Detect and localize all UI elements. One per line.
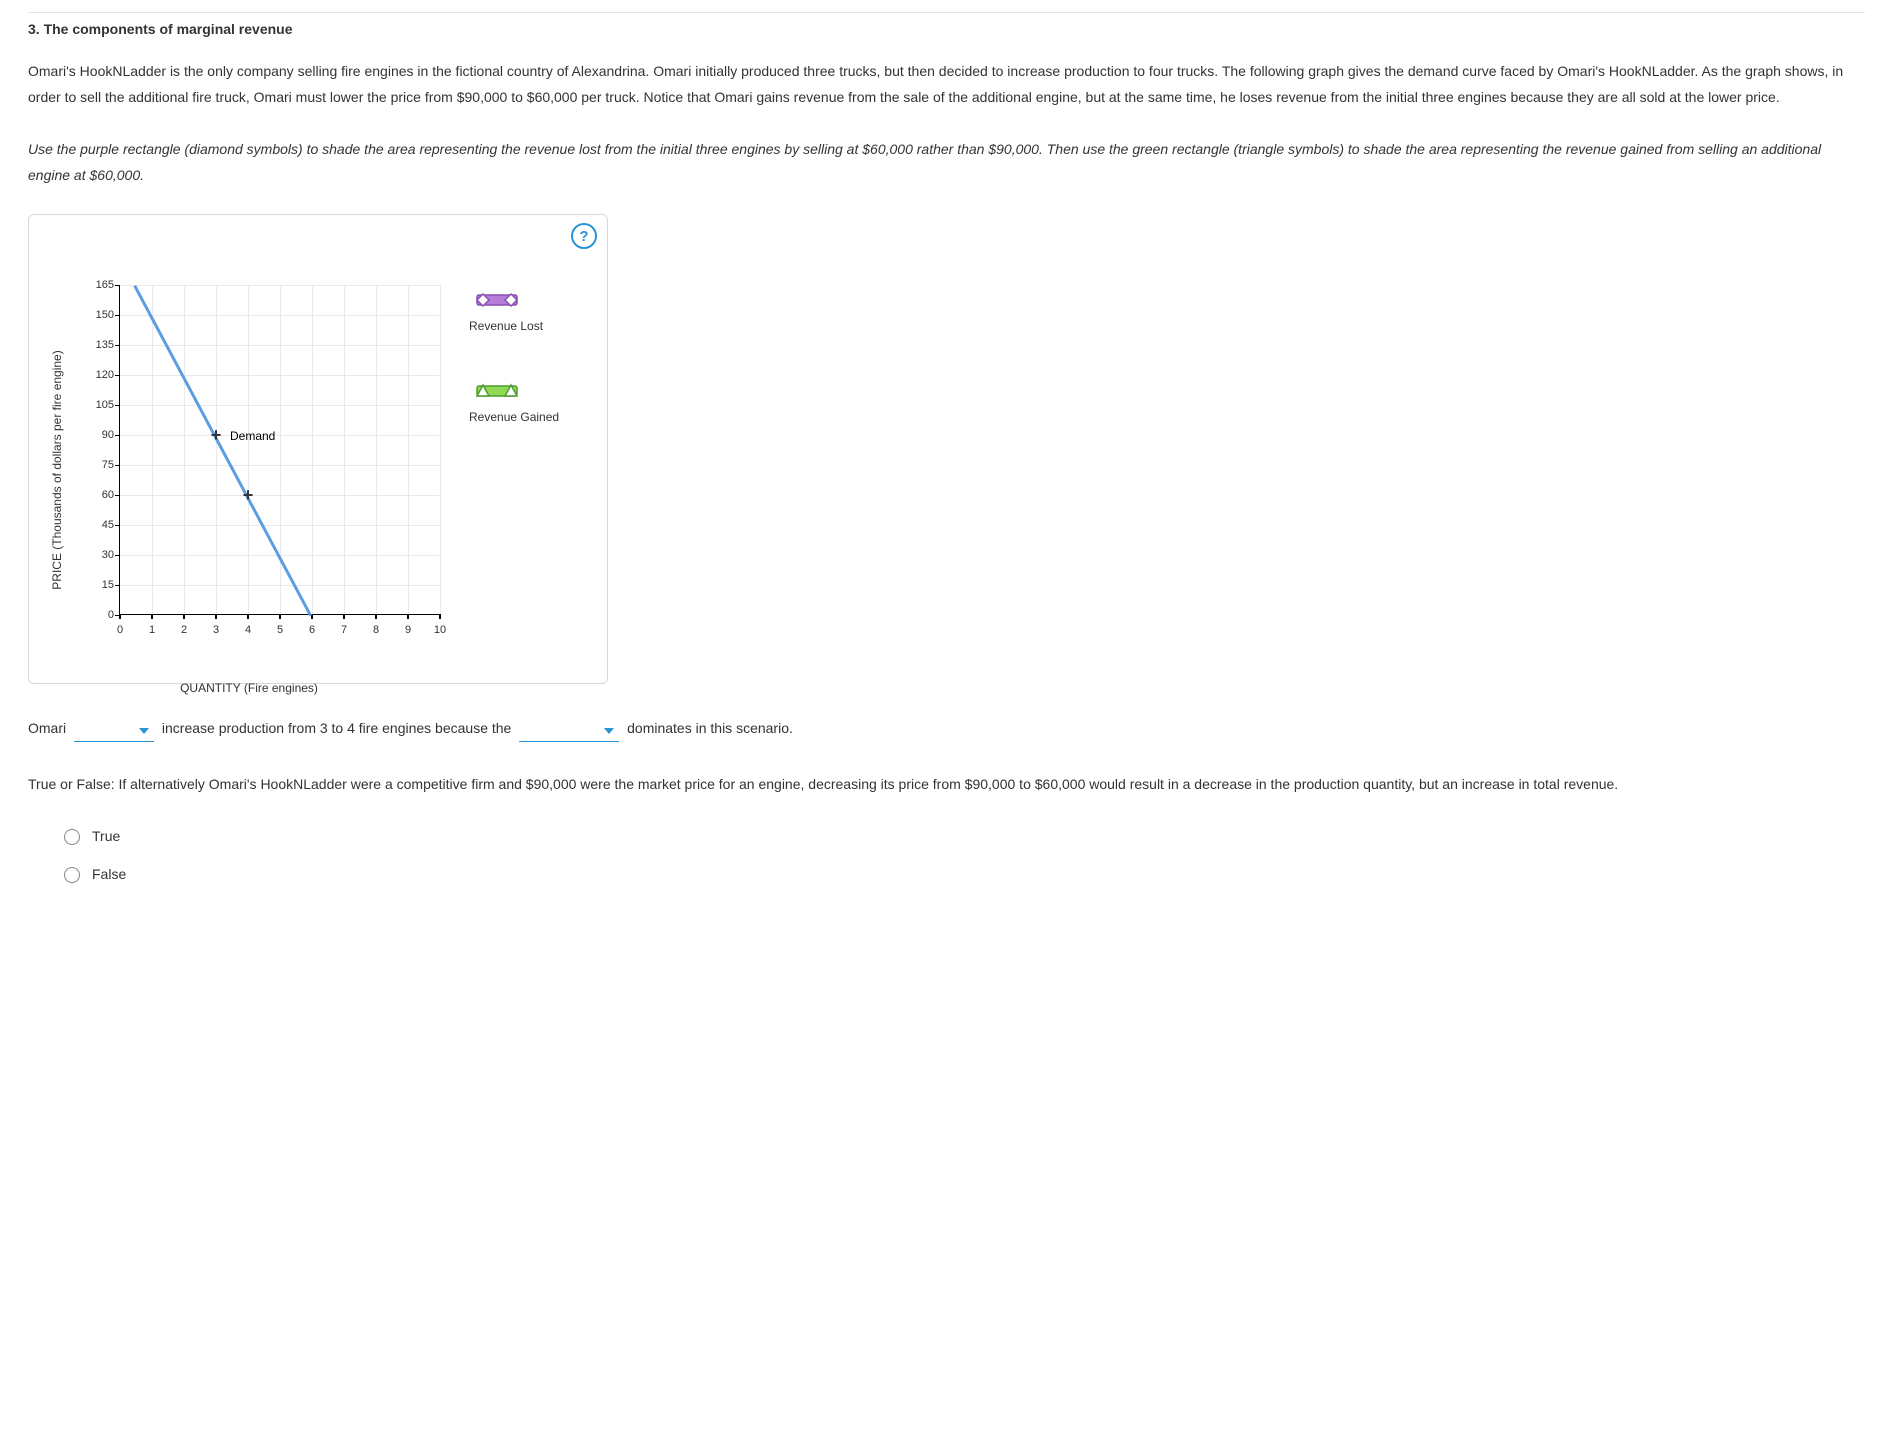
gridline-v	[152, 285, 153, 614]
gridline-h	[120, 285, 439, 286]
legend-item-revenue-lost[interactable]: Revenue Lost	[469, 291, 559, 337]
gridline-h	[120, 405, 439, 406]
gridline-v	[408, 285, 409, 614]
x-tick-label: 3	[213, 614, 219, 640]
y-tick-label: 150	[80, 305, 120, 325]
x-tick-label: 10	[434, 614, 446, 640]
fill-suffix: dominates in this scenario.	[627, 720, 793, 736]
gridline-h	[120, 435, 439, 436]
y-tick-label: 60	[80, 485, 120, 505]
radio-label-false: False	[92, 862, 126, 888]
dropdown-blank-1[interactable]	[74, 720, 154, 742]
radio-true[interactable]	[64, 829, 80, 845]
chart-box: PRICE (Thousands of dollars per fire eng…	[59, 285, 439, 655]
y-tick-label: 45	[80, 515, 120, 535]
legend: Revenue Lost Revenue Gained	[469, 285, 559, 427]
fill-in-sentence: Omari increase production from 3 to 4 fi…	[28, 716, 1865, 742]
gridline-h	[120, 465, 439, 466]
x-tick-label: 2	[181, 614, 187, 640]
chevron-down-icon	[138, 726, 150, 736]
y-tick-label: 0	[80, 605, 120, 625]
plot-area[interactable]: 0123456789100153045607590105120135150165…	[119, 285, 439, 615]
x-axis-label: QUANTITY (Fire engines)	[180, 677, 318, 699]
x-tick-label: 8	[373, 614, 379, 640]
gridline-h	[120, 375, 439, 376]
radio-row-true[interactable]: True	[64, 824, 1865, 850]
x-tick-label: 4	[245, 614, 251, 640]
dropdown-blank-2[interactable]	[519, 720, 619, 742]
x-tick-label: 9	[405, 614, 411, 640]
radio-false[interactable]	[64, 867, 80, 883]
x-tick-label: 1	[149, 614, 155, 640]
y-tick-label: 135	[80, 335, 120, 355]
y-tick-label: 105	[80, 395, 120, 415]
demand-point-marker[interactable]: +	[243, 486, 254, 504]
gridline-v	[440, 285, 441, 614]
x-tick-label: 6	[309, 614, 315, 640]
legend-label-lost: Revenue Lost	[469, 315, 543, 337]
y-tick-label: 15	[80, 575, 120, 595]
y-tick-label: 90	[80, 425, 120, 445]
gridline-v	[280, 285, 281, 614]
legend-swatch-gained	[469, 382, 525, 398]
demand-point-marker[interactable]: +	[211, 426, 222, 444]
x-tick-label: 7	[341, 614, 347, 640]
radio-row-false[interactable]: False	[64, 862, 1865, 888]
gridline-v	[184, 285, 185, 614]
gridline-h	[120, 495, 439, 496]
radio-group: True False	[28, 824, 1865, 888]
true-false-prompt: True or False: If alternatively Omari's …	[28, 772, 1865, 798]
fill-prefix: Omari	[28, 720, 66, 736]
legend-swatch-lost	[469, 291, 525, 307]
demand-label: Demand	[230, 425, 275, 447]
chevron-down-icon	[603, 726, 615, 736]
gridline-h	[120, 525, 439, 526]
y-tick-label: 75	[80, 455, 120, 475]
problem-paragraph-1: Omari's HookNLadder is the only company …	[28, 59, 1865, 111]
help-icon: ?	[579, 223, 588, 251]
radio-label-true: True	[92, 824, 120, 850]
help-button[interactable]: ?	[571, 223, 597, 249]
y-tick-label: 165	[80, 275, 120, 295]
legend-label-gained: Revenue Gained	[469, 406, 559, 428]
gridline-v	[216, 285, 217, 614]
demand-line	[133, 285, 312, 616]
x-tick-label: 5	[277, 614, 283, 640]
gridline-v	[344, 285, 345, 614]
question-heading: 3. The components of marginal revenue	[28, 12, 1865, 43]
y-tick-label: 120	[80, 365, 120, 385]
y-axis-label: PRICE (Thousands of dollars per fire eng…	[46, 351, 68, 590]
legend-item-revenue-gained[interactable]: Revenue Gained	[469, 382, 559, 428]
gridline-h	[120, 585, 439, 586]
gridline-v	[312, 285, 313, 614]
fill-mid: increase production from 3 to 4 fire eng…	[162, 720, 511, 736]
chart-panel: ? PRICE (Thousands of dollars per fire e…	[28, 214, 608, 684]
gridline-v	[248, 285, 249, 614]
gridline-v	[376, 285, 377, 614]
problem-paragraph-2: Use the purple rectangle (diamond symbol…	[28, 137, 1865, 189]
y-tick-label: 30	[80, 545, 120, 565]
gridline-h	[120, 315, 439, 316]
